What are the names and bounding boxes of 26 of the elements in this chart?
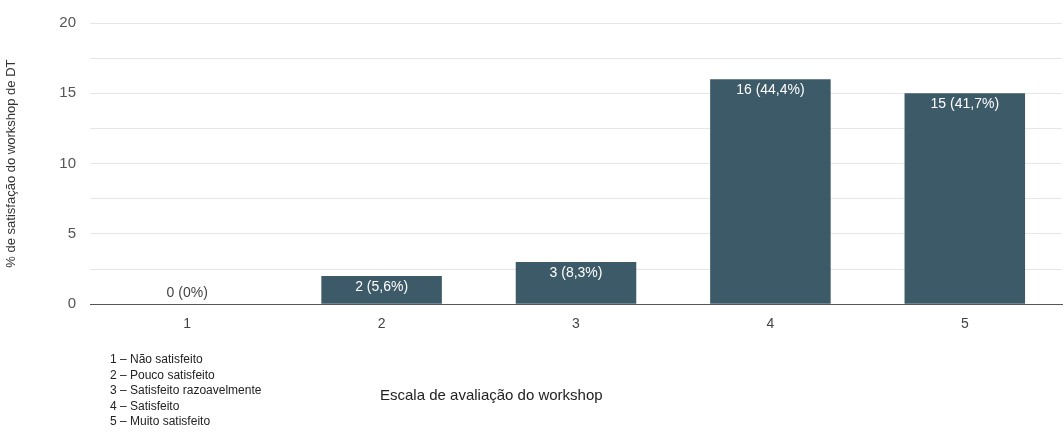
bar (904, 93, 1026, 304)
x-tick-label: 3 (572, 315, 581, 332)
bar (515, 262, 637, 304)
y-tick-label: 10 (59, 153, 76, 171)
y-axis-title: % de satisfação do workshop de DT (3, 59, 19, 268)
y-tick-label: 5 (67, 224, 76, 242)
x-tick-label: 5 (960, 315, 969, 332)
data-label: 3 (8,3%) (549, 263, 603, 280)
text: 5 – Muito satisfeito (110, 414, 212, 430)
y-tick-label: 15 (59, 83, 76, 101)
data-label: 16 (44,4%) (736, 81, 805, 98)
x-tick-label: 1 (183, 315, 192, 332)
y-tick-label: 20 (59, 13, 76, 31)
x-axis-title: Escala de avaliação do workshop (380, 386, 603, 403)
text: 2 – Pouco satisfeito (110, 367, 216, 383)
text: 1 – Não satisfeito (110, 352, 204, 368)
x-tick-label: 2 (377, 315, 386, 332)
bar (710, 79, 831, 304)
x-tick-label: 4 (766, 315, 775, 332)
text: 4 – Satisfeito (110, 398, 181, 414)
data-label: 2 (5,6%) (355, 277, 409, 294)
text: 3 – Satisfeito razoavelmente (110, 383, 262, 399)
data-label: 15 (41,7%) (930, 95, 1000, 112)
bar (321, 276, 442, 304)
y-tick-label: 0 (67, 294, 76, 312)
data-label: 0 (0%) (166, 284, 208, 301)
